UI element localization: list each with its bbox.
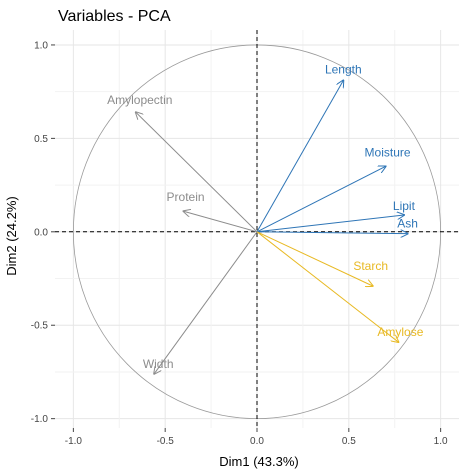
x-tick-label: 0.5 bbox=[342, 436, 356, 447]
x-axis-title: Dim1 (43.3%) bbox=[219, 454, 298, 469]
vector-label-amylose: Amylose bbox=[377, 325, 423, 339]
x-tick-label: -1.0 bbox=[65, 436, 83, 447]
y-tick-label: -0.5 bbox=[31, 321, 49, 332]
vector-label-width: Width bbox=[143, 357, 174, 371]
x-tick-label: 1.0 bbox=[434, 436, 448, 447]
y-tick-label: 0.0 bbox=[34, 227, 48, 238]
x-tick-label: 0.0 bbox=[250, 436, 264, 447]
vector-label-ash: Ash bbox=[397, 217, 418, 231]
vector-label-length: Length bbox=[325, 62, 362, 76]
vector-arrow-width bbox=[154, 231, 258, 374]
x-axis-ticks: -1.0 -0.5 0.0 0.5 1.0 bbox=[65, 428, 448, 447]
y-axis-ticks: -1.0 -0.5 0.0 0.5 1.0 bbox=[31, 40, 55, 425]
chart-title: Variables - PCA bbox=[58, 8, 171, 25]
y-tick-label: -1.0 bbox=[31, 414, 49, 425]
vector-label-lipit: Lipit bbox=[393, 199, 416, 213]
y-tick-label: 1.0 bbox=[34, 40, 48, 51]
y-tick-label: 0.5 bbox=[34, 134, 48, 145]
vector-label-protein: Protein bbox=[167, 190, 205, 204]
vector-arrow-lipit bbox=[256, 215, 404, 233]
x-tick-label: -0.5 bbox=[157, 436, 175, 447]
vector-arrow-ash bbox=[256, 232, 408, 234]
vector-label-amylopectin: Amylopectin bbox=[107, 93, 172, 107]
vector-arrow-amylopectin bbox=[136, 112, 258, 233]
vector-arrow-starch bbox=[256, 231, 373, 286]
vector-label-moisture: Moisture bbox=[365, 145, 411, 159]
vector-arrow-length bbox=[256, 80, 343, 233]
y-axis-title: Dim2 (24.2%) bbox=[4, 196, 19, 275]
variable-vectors: Length Moisture Lipit Ash Starch Amylose Amylo… bbox=[107, 62, 424, 373]
vector-arrow-amylose bbox=[256, 231, 398, 342]
vector-arrow-protein bbox=[184, 211, 258, 233]
vector-label-starch: Starch bbox=[353, 259, 388, 273]
vector-arrow-moisture bbox=[256, 166, 386, 233]
